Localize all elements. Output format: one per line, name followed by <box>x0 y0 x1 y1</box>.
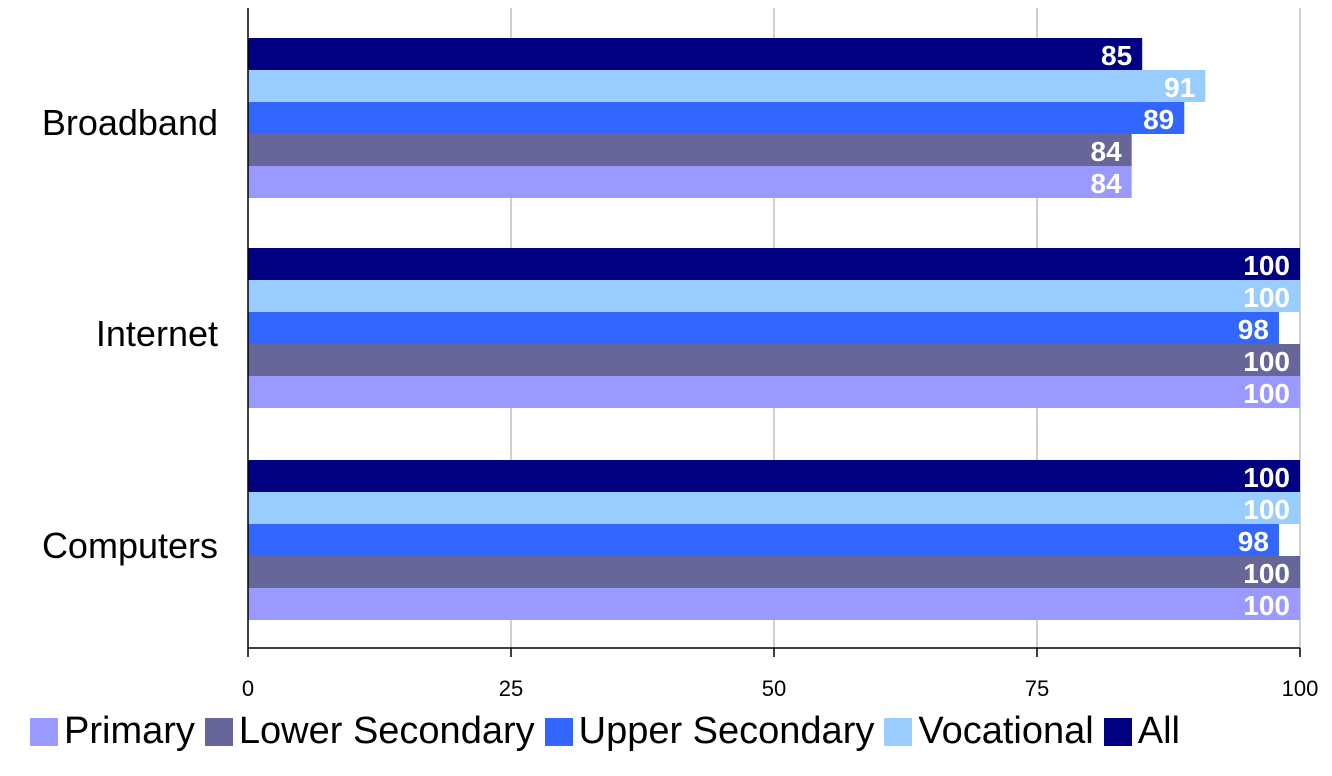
bar <box>248 134 1132 166</box>
bar <box>248 70 1206 102</box>
category-label: Broadband <box>42 102 218 143</box>
data-label: 84 <box>1091 136 1123 167</box>
bar <box>248 460 1300 492</box>
x-tick-label: 50 <box>762 676 786 701</box>
data-label: 100 <box>1243 590 1290 621</box>
category-label: Computers <box>42 525 218 566</box>
data-label: 98 <box>1238 314 1269 345</box>
x-tick-label: 100 <box>1282 676 1319 701</box>
bar <box>248 524 1279 556</box>
data-label: 100 <box>1243 282 1290 313</box>
legend-item: Primary <box>30 710 195 753</box>
axis-layer: 0 25 50 75 100 <box>242 8 1318 701</box>
legend-item: Lower Secondary <box>204 710 535 753</box>
category-label: Internet <box>96 313 218 354</box>
legend-label: All <box>1137 710 1180 752</box>
data-label: 84 <box>1091 168 1123 199</box>
bar <box>248 376 1300 408</box>
bar <box>248 38 1143 70</box>
legend-swatch <box>884 717 913 746</box>
x-tick-label: 0 <box>242 676 254 701</box>
data-label: 100 <box>1243 494 1290 525</box>
data-label: 100 <box>1243 346 1290 377</box>
legend-label: Lower Secondary <box>238 710 535 752</box>
data-label: 100 <box>1243 462 1290 493</box>
data-label: 89 <box>1143 104 1174 135</box>
data-label: 91 <box>1164 72 1195 103</box>
bar <box>248 344 1300 376</box>
bar <box>248 280 1300 312</box>
legend-swatch <box>204 717 233 746</box>
bar <box>248 312 1279 344</box>
bar <box>248 248 1300 280</box>
data-label: 100 <box>1243 250 1290 281</box>
legend-swatch <box>544 717 573 746</box>
x-tick-label: 75 <box>1025 676 1049 701</box>
data-label: 100 <box>1243 378 1290 409</box>
bar <box>248 556 1300 588</box>
legend-swatch <box>1103 717 1132 746</box>
data-label: 85 <box>1101 40 1132 71</box>
bar <box>248 166 1132 198</box>
bar <box>248 492 1300 524</box>
legend-item: Vocational <box>884 710 1094 753</box>
data-label: 98 <box>1238 526 1269 557</box>
x-tick-label: 25 <box>499 676 523 701</box>
legend-swatch <box>30 717 58 746</box>
bar <box>248 102 1185 134</box>
legend: Primary Lower Secondary Upper Secondary Voc… <box>30 710 1190 753</box>
bar <box>248 588 1300 620</box>
legend-item: All <box>1103 710 1180 753</box>
legend-label: Vocational <box>918 710 1094 752</box>
legend-item: Upper Secondary <box>544 710 875 753</box>
data-label: 100 <box>1243 558 1290 589</box>
legend-label: Upper Secondary <box>578 710 875 752</box>
bars-layer <box>248 38 1300 620</box>
labels-layer: BroadbandInternetComputers85918984841001… <box>42 40 1290 621</box>
legend-label: Primary <box>64 710 195 752</box>
